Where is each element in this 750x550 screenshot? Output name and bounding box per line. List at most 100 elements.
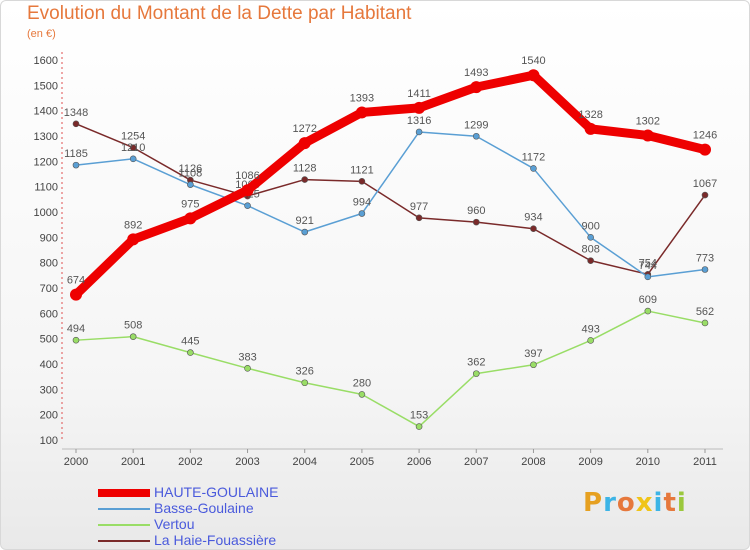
- chart-subtitle: (en €): [27, 28, 56, 40]
- data-point-vertou: [358, 391, 366, 398]
- y-tick-label: 300: [40, 384, 58, 396]
- x-tick-label: 2004: [292, 456, 316, 468]
- data-point-basse-goulaine: [415, 128, 423, 136]
- data-label-vertou: 280: [353, 377, 371, 389]
- data-label-la-haie-fouassi-re: 808: [581, 244, 599, 256]
- series-line-haute-goulaine: [71, 70, 710, 300]
- y-tick-label: 1300: [34, 131, 58, 143]
- y-tick-label: 800: [40, 258, 58, 270]
- y-tick-label: 200: [40, 410, 58, 422]
- data-point-la-haie-fouassi-re: [472, 218, 480, 226]
- data-point-vertou: [187, 349, 194, 356]
- legend-swatch-haute-goulaine: [98, 489, 150, 497]
- data-label-haute-goulaine: 1540: [521, 55, 545, 67]
- data-point-basse-goulaine: [358, 210, 366, 217]
- data-label-basse-goulaine: 994: [353, 197, 371, 209]
- data-label-basse-goulaine: 900: [581, 220, 599, 232]
- data-point-basse-goulaine: [129, 155, 137, 163]
- legend-label-haute-goulaine: HAUTE-GOULAINE: [154, 484, 279, 500]
- data-point-basse-goulaine: [530, 165, 537, 172]
- data-point-vertou: [472, 370, 480, 377]
- x-tick-label: 2010: [636, 456, 660, 468]
- data-point-vertou: [301, 379, 309, 387]
- data-label-vertou: 445: [181, 336, 199, 348]
- logo-letter: i: [676, 488, 687, 518]
- data-label-haute-goulaine: 1246: [693, 130, 717, 142]
- data-label-vertou: 609: [639, 294, 657, 306]
- data-label-vertou: 326: [296, 366, 314, 378]
- legend-swatch-basse-goulaine: [98, 508, 150, 510]
- data-point-basse-goulaine: [701, 266, 709, 273]
- y-tick-label: 1100: [34, 182, 58, 194]
- data-label-basse-goulaine: 1108: [179, 168, 203, 180]
- data-point-basse-goulaine: [301, 228, 309, 236]
- data-point-la-haie-fouassi-re: [587, 257, 594, 264]
- data-point-la-haie-fouassi-re: [72, 120, 80, 128]
- y-tick-label: 600: [40, 308, 58, 320]
- x-tick-label: 2001: [121, 456, 145, 468]
- data-label-haute-goulaine: 1302: [636, 115, 660, 127]
- data-label-vertou: 153: [410, 410, 428, 422]
- data-point-la-haie-fouassi-re: [415, 214, 423, 222]
- data-point-basse-goulaine: [244, 202, 251, 209]
- y-tick-label: 1600: [34, 55, 58, 67]
- proxiti-logo: Proxiti: [583, 488, 687, 518]
- data-point-vertou: [644, 307, 652, 315]
- data-label-la-haie-fouassi-re: 1126: [179, 163, 203, 175]
- y-tick-label: 1200: [34, 156, 58, 168]
- data-point-haute-goulaine: [355, 106, 368, 119]
- data-label-vertou: 508: [124, 320, 142, 332]
- data-point-haute-goulaine: [527, 69, 540, 82]
- data-label-haute-goulaine: 1328: [578, 109, 602, 121]
- y-tick-label: 400: [40, 359, 58, 371]
- y-tick-label: 700: [40, 283, 58, 295]
- logo-letter: P: [583, 488, 604, 518]
- data-label-vertou: 493: [581, 323, 599, 335]
- data-point-basse-goulaine: [72, 161, 80, 169]
- data-point-haute-goulaine: [699, 143, 711, 156]
- data-label-haute-goulaine: 1393: [350, 92, 374, 104]
- data-point-basse-goulaine: [472, 132, 480, 140]
- data-label-basse-goulaine: 1299: [464, 119, 488, 131]
- data-point-vertou: [415, 423, 423, 430]
- data-label-haute-goulaine: 1086: [235, 170, 259, 182]
- data-point-vertou: [701, 319, 709, 327]
- data-label-basse-goulaine: 1210: [121, 142, 145, 154]
- y-tick-label: 100: [40, 435, 58, 447]
- line-chart: 100 200 300 400 500 600 700 800 900 1000 1100 1200 1…: [34, 52, 723, 468]
- legend-label-basse-goulaine: Basse-Goulaine: [154, 500, 254, 516]
- y-tick-label: 1500: [34, 80, 58, 92]
- y-tick-label: 1400: [34, 106, 58, 118]
- series-line-vertou: [75, 310, 706, 428]
- data-point-haute-goulaine: [641, 129, 654, 142]
- data-label-haute-goulaine: 674: [67, 275, 85, 287]
- x-tick-label: 2005: [350, 456, 374, 468]
- data-point-haute-goulaine: [298, 137, 311, 150]
- series-line-la-haie-fouassi-re: [75, 123, 706, 276]
- data-point-basse-goulaine: [644, 273, 652, 281]
- data-label-la-haie-fouassi-re: 1128: [293, 163, 317, 175]
- data-point-vertou: [530, 361, 537, 369]
- data-point-vertou: [587, 337, 594, 344]
- data-point-haute-goulaine: [127, 233, 140, 246]
- x-tick-label: 2000: [64, 456, 88, 468]
- data-point-la-haie-fouassi-re: [129, 144, 137, 151]
- data-label-vertou: 397: [524, 348, 542, 360]
- y-tick-label: 500: [40, 334, 58, 346]
- data-label-haute-goulaine: 892: [124, 219, 142, 231]
- logo-letter: t: [663, 488, 677, 518]
- x-tick-label: 2003: [235, 456, 259, 468]
- x-tick-label: 2007: [464, 456, 488, 468]
- data-point-la-haie-fouassi-re: [358, 178, 366, 185]
- x-tick-label: 2011: [693, 456, 717, 468]
- data-label-vertou: 362: [467, 357, 485, 369]
- legend-swatch-la-haie-fouassiere: [98, 540, 150, 542]
- logo-letter: r: [603, 488, 617, 518]
- y-tick-label: 1000: [34, 207, 58, 219]
- data-label-basse-goulaine: 1185: [64, 148, 88, 160]
- data-label-basse-goulaine: 921: [296, 215, 314, 227]
- data-label-la-haie-fouassi-re: 1067: [693, 178, 717, 190]
- data-label-vertou: 383: [238, 351, 256, 363]
- data-label-haute-goulaine: 1493: [464, 67, 488, 79]
